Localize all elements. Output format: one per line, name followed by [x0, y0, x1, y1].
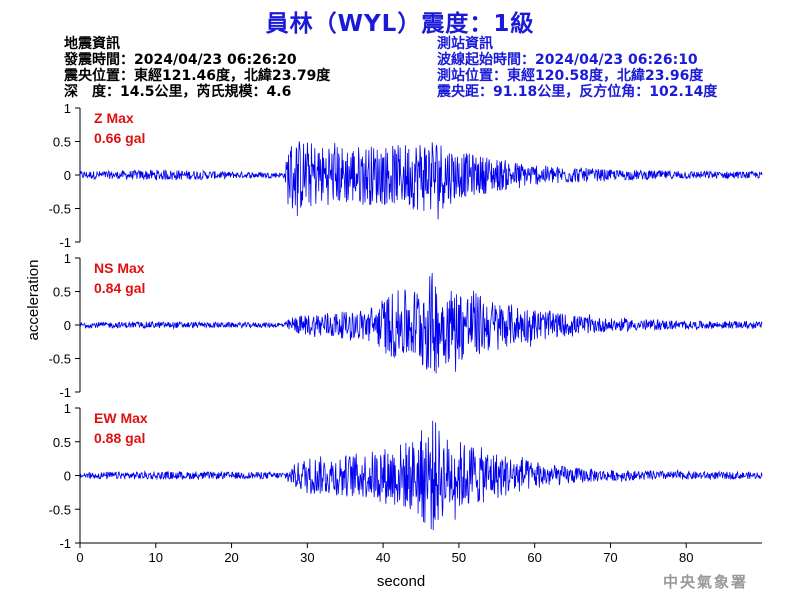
peak-value-label: 0.88 gal — [94, 430, 145, 446]
y-tick-label: 0.5 — [53, 435, 71, 450]
y-tick-label: 1 — [64, 401, 71, 416]
peak-value-label: 0.84 gal — [94, 280, 145, 296]
y-tick-label: 0 — [64, 168, 71, 183]
y-tick-label: -0.5 — [49, 352, 71, 367]
depth-magnitude: 深 度：14.5公里，芮氏規模：4.6 — [64, 84, 292, 100]
station-info-heading: 測站資訊 — [437, 36, 493, 52]
x-tick-label: 80 — [679, 550, 693, 565]
event-info-block: 地震資訊 發震時間：2024/04/23 06:26:20 震央位置：東經121… — [64, 36, 330, 100]
origin-time: 發震時間：2024/04/23 06:26:20 — [64, 52, 297, 68]
y-tick-label: 1 — [64, 251, 71, 266]
x-tick-label: 40 — [376, 550, 390, 565]
agency-watermark: 中央氣象署 — [662, 573, 748, 591]
y-tick-label: -1 — [59, 235, 71, 250]
x-tick-label: 10 — [149, 550, 163, 565]
distance-azimuth: 震央距：91.18公里，反方位角：102.14度 — [437, 84, 718, 100]
peak-value-label: 0.66 gal — [94, 130, 145, 146]
event-info-heading: 地震資訊 — [64, 36, 120, 52]
waveform-trace-0 — [79, 141, 763, 220]
waveform-trace-1 — [79, 272, 763, 374]
y-tick-label: -0.5 — [49, 202, 71, 217]
waveform-trace-2 — [79, 420, 763, 531]
y-tick-label: 0.5 — [53, 285, 71, 300]
epicenter-location: 震央位置：東經121.46度，北緯23.79度 — [64, 68, 331, 84]
chart-title: 員林（WYL）震度：1級 — [265, 11, 535, 37]
y-tick-label: 1 — [64, 101, 71, 116]
component-label: Z Max — [94, 110, 134, 126]
x-tick-label: 20 — [224, 550, 238, 565]
y-tick-label: 0 — [64, 469, 71, 484]
component-label: EW Max — [94, 410, 148, 426]
wave-start-time: 波線起始時間：2024/04/23 06:26:10 — [437, 52, 698, 68]
y-tick-label: -0.5 — [49, 502, 71, 517]
y-tick-label: -1 — [59, 536, 71, 551]
y-tick-label: -1 — [59, 385, 71, 400]
x-tick-label: 70 — [603, 550, 617, 565]
y-axis-title: acceleration — [25, 260, 42, 341]
x-tick-label: 0 — [76, 550, 83, 565]
x-tick-label: 60 — [527, 550, 541, 565]
y-tick-label: 0.5 — [53, 135, 71, 150]
station-info-block: 測站資訊 波線起始時間：2024/04/23 06:26:10 測站位置：東經1… — [437, 36, 717, 100]
y-tick-label: 0 — [64, 318, 71, 333]
x-tick-label: 30 — [300, 550, 314, 565]
component-label: NS Max — [94, 260, 145, 276]
x-axis-title: second — [377, 573, 425, 590]
station-location: 測站位置：東經120.58度，北緯23.96度 — [437, 68, 704, 84]
x-tick-label: 50 — [452, 550, 466, 565]
